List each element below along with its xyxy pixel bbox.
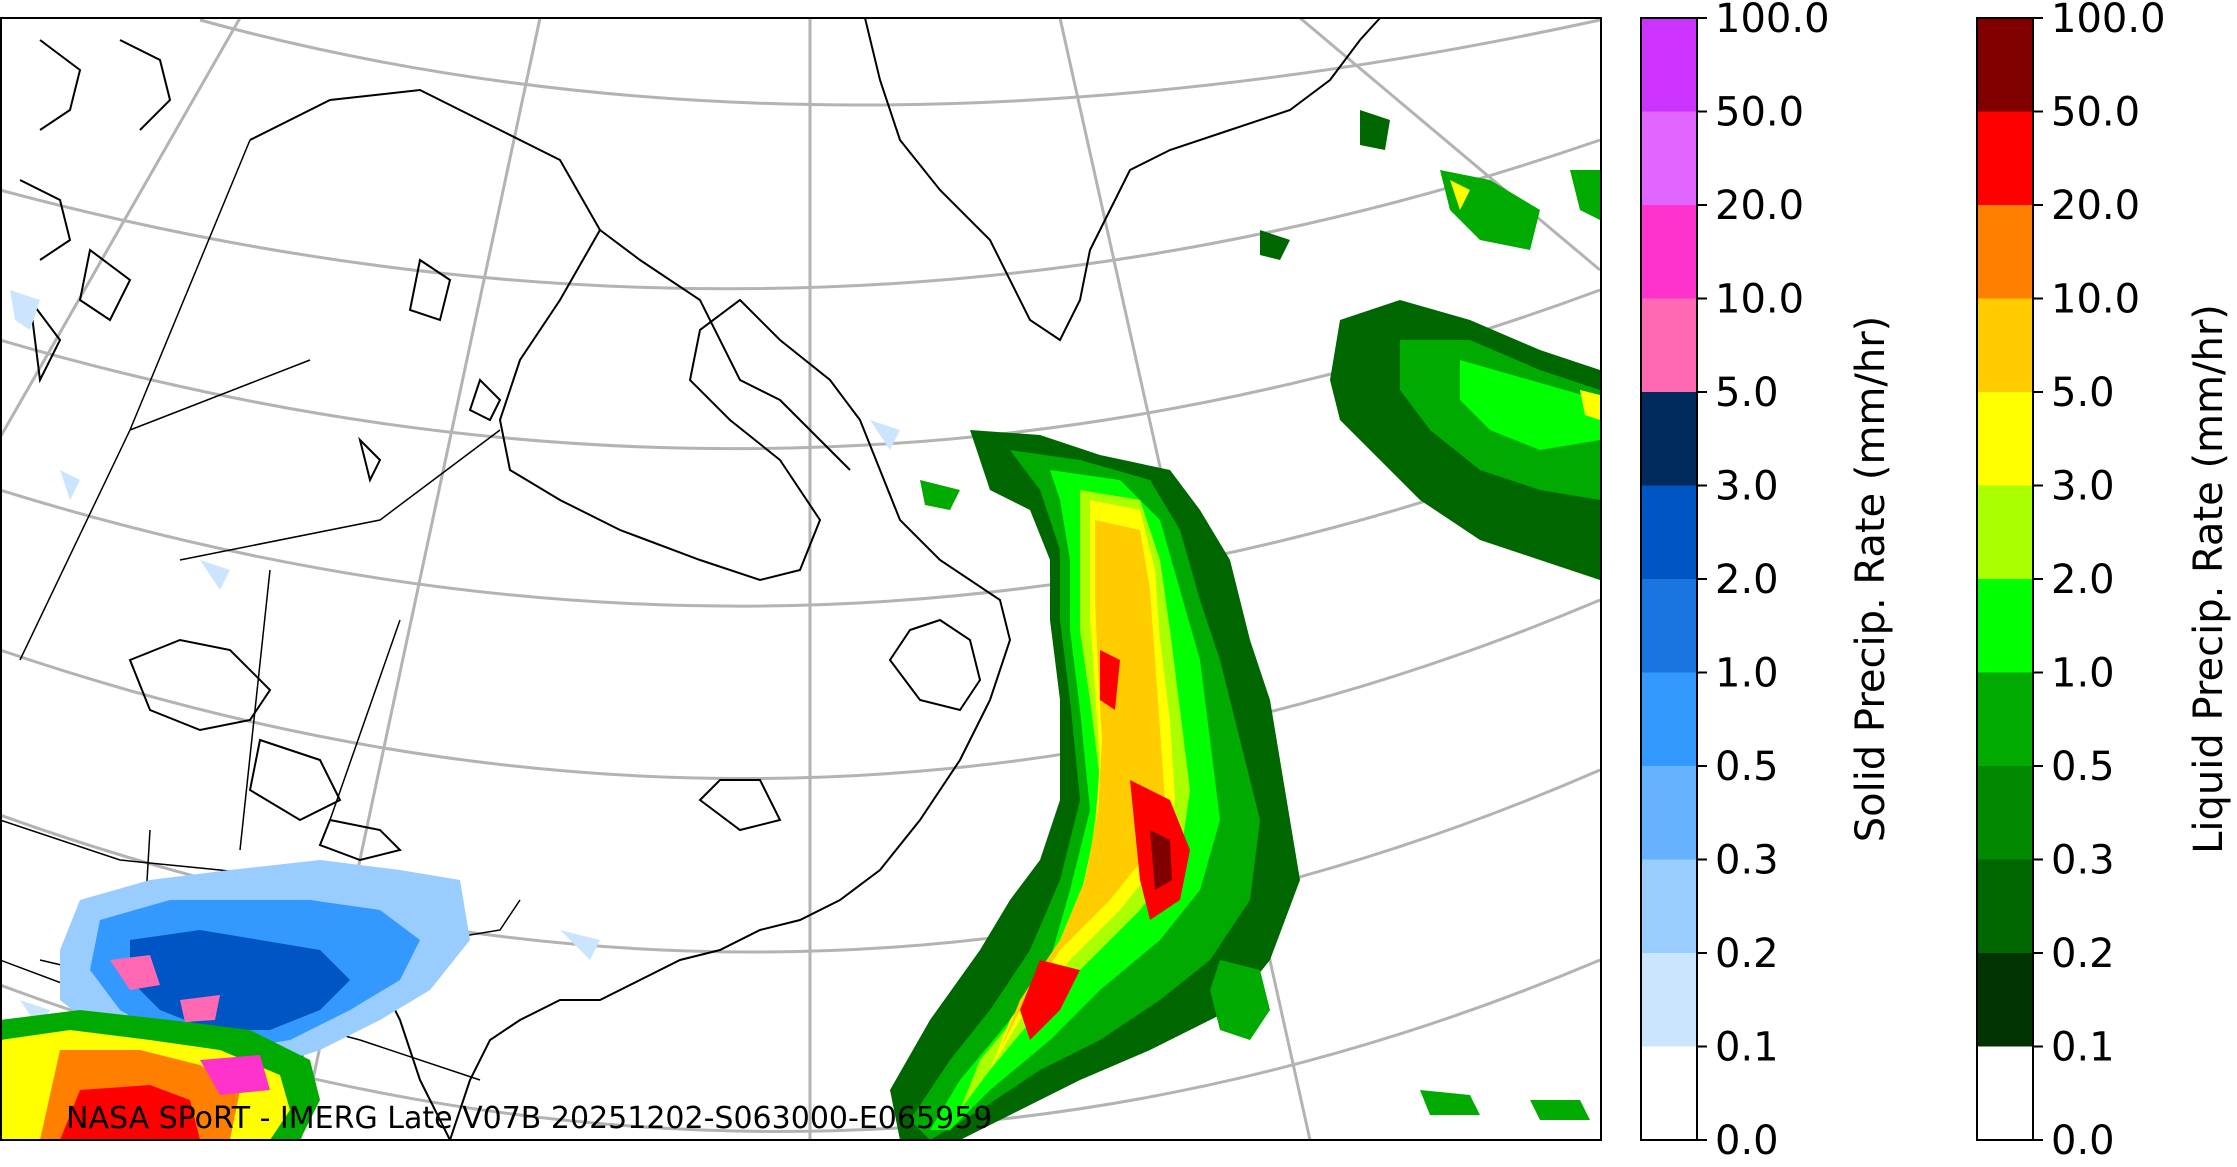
colorbar-liquid-swatch — [1977, 1046, 2033, 1140]
liquid-precip-orange — [1000, 520, 1165, 1050]
colorbar-solid-ticks: 0.0 0.1 0.2 0.3 0.5 1.0 2.0 3.0 5.0 10.0 20.0 50.0 1… — [1697, 0, 1830, 1164]
coastline-nova-scotia — [698, 779, 782, 832]
longitude-line — [1, 18, 242, 439]
colorbar-solid-swatch — [1641, 298, 1697, 392]
colorbar-solid: 0.0 0.1 0.2 0.3 0.5 1.0 2.0 3.0 5.0 10.0 20.0 50.0 1… — [1640, 0, 1894, 1164]
liquid-precip-southwest — [1, 1010, 320, 1140]
colorbar-liquid-tick-label: 10.0 — [2051, 277, 2140, 323]
colorbar-liquid-swatch — [1977, 298, 2033, 392]
coastline-labrador — [599, 229, 851, 471]
colorbar-solid-swatch — [1641, 392, 1697, 486]
colorbar-liquid-tick-label: 0.2 — [2051, 931, 2115, 977]
coastline-arctic-islands — [19, 39, 172, 384]
colorbar-solid-tick-label: 0.3 — [1715, 838, 1779, 884]
colorbar-liquid-swatch — [1977, 579, 2033, 673]
liquid-precip-south — [920, 480, 1590, 1120]
coastline-hudson-bay — [249, 88, 1012, 1140]
colorbar-solid-tick-label: 0.5 — [1715, 744, 1779, 790]
liquid-precip-ne-top — [1440, 170, 1600, 250]
colorbar-liquid-swatch — [1977, 672, 2033, 766]
coastline-greenland — [864, 18, 1381, 342]
colorbar-liquid-swatch — [1977, 859, 2033, 953]
colorbar-liquid-tick-label: 0.1 — [2051, 1025, 2115, 1071]
liquid-precip-dark-red — [1150, 830, 1172, 890]
colorbar-solid-tick-label: 1.0 — [1715, 651, 1779, 697]
colorbar-liquid-swatches — [1977, 18, 2033, 1140]
colorbar-solid-swatch — [1641, 953, 1697, 1047]
colorbar-solid-swatch — [1641, 1046, 1697, 1140]
colorbar-liquid-ticks: 0.0 0.1 0.2 0.3 0.5 1.0 2.0 3.0 5.0 10.0 20.0 50.0 1… — [2033, 0, 2166, 1164]
colorbar-liquid-swatch — [1977, 111, 2033, 205]
colorbar-liquid-tick-label: 2.0 — [2051, 557, 2115, 603]
liquid-precip-ne-yellow — [1450, 180, 1600, 420]
colorbar-liquid: 0.0 0.1 0.2 0.3 0.5 1.0 2.0 3.0 5.0 10.0 20.0 50.0 1… — [1976, 0, 2232, 1164]
colorbar-liquid-tick-label: 0.3 — [2051, 838, 2115, 884]
colorbar-solid-swatch — [1641, 579, 1697, 673]
latitude-line — [199, 18, 1601, 107]
colorbar-solid-swatch — [1641, 485, 1697, 579]
colorbar-liquid-title: Liquid Precip. Rate (mm/hr) — [2186, 304, 2232, 854]
colorbar-solid-tick-label: 3.0 — [1715, 464, 1779, 510]
colorbar-solid-tick-label: 0.0 — [1715, 1118, 1779, 1164]
colorbar-solid-swatch — [1641, 766, 1697, 860]
liquid-precip-northeast — [1260, 110, 1600, 580]
colorbar-liquid-tick-label: 3.0 — [2051, 464, 2115, 510]
liquid-precip-band — [890, 430, 1300, 1140]
longitude-line — [1299, 18, 1601, 272]
colorbar-solid-swatch — [1641, 859, 1697, 953]
colorbar-liquid-swatch — [1977, 392, 2033, 486]
colorbar-liquid-swatch — [1977, 766, 2033, 860]
colorbar-liquid-swatch — [1977, 953, 2033, 1047]
colorbar-liquid-tick-label: 100.0 — [2051, 0, 2166, 42]
colorbar-liquid-tick-label: 20.0 — [2051, 183, 2140, 229]
colorbar-liquid-swatch — [1977, 18, 2033, 112]
colorbar-solid-tick-label: 20.0 — [1715, 183, 1804, 229]
colorbar-solid-tick-label: 50.0 — [1715, 90, 1804, 136]
credit-text: NASA SPoRT - IMERG Late V07B 20251202-S0… — [66, 1101, 992, 1136]
map-panel: NASA SPoRT - IMERG Late V07B 20251202-S0… — [0, 17, 1602, 1141]
coastline-hudson-islands — [358, 258, 502, 483]
map-frame — [0, 17, 1602, 1141]
border-provinces — [19, 139, 501, 1081]
colorbar-solid-swatches — [1641, 18, 1697, 1140]
colorbar-solid-tick-label: 10.0 — [1715, 277, 1804, 323]
liquid-precip-ne-bright — [1460, 360, 1600, 450]
colorbar-solid-tick-label: 0.2 — [1715, 931, 1779, 977]
liquid-precip-south-patch — [920, 480, 1590, 1120]
colorbar-solid-swatch — [1641, 672, 1697, 766]
colorbar-solid-title: Solid Precip. Rate (mm/hr) — [1848, 316, 1894, 843]
colorbar-solid-swatch — [1641, 18, 1697, 112]
colorbar-liquid-tick-label: 50.0 — [2051, 90, 2140, 136]
colorbar-liquid-tick-label: 0.0 — [2051, 1118, 2115, 1164]
colorbar-solid-tick-label: 5.0 — [1715, 370, 1779, 416]
colorbar-solid-tick-label: 100.0 — [1715, 0, 1830, 42]
liquid-precip-sw-red — [60, 1085, 200, 1140]
colorbar-solid-tick-label: 2.0 — [1715, 557, 1779, 603]
colorbar-liquid-swatch — [1977, 205, 2033, 299]
liquid-precip-ne-greenland — [1260, 110, 1390, 260]
colorbar-liquid-swatch — [1977, 485, 2033, 579]
colorbar-liquid-tick-label: 0.5 — [2051, 744, 2115, 790]
coastline-newfoundland — [888, 618, 982, 712]
solid-precip-area — [10, 290, 900, 1090]
colorbar-liquid-tick-label: 1.0 — [2051, 651, 2115, 697]
colorbar-solid-swatch — [1641, 205, 1697, 299]
latitude-line — [794, 18, 888, 19]
liquid-precip-sw-pink — [200, 1055, 270, 1095]
colorbar-solid-tick-label: 0.1 — [1715, 1025, 1779, 1071]
colorbar-liquid-tick-label: 5.0 — [2051, 370, 2115, 416]
coastline-great-lakes — [128, 638, 402, 862]
colorbar-solid-swatch — [1641, 111, 1697, 205]
